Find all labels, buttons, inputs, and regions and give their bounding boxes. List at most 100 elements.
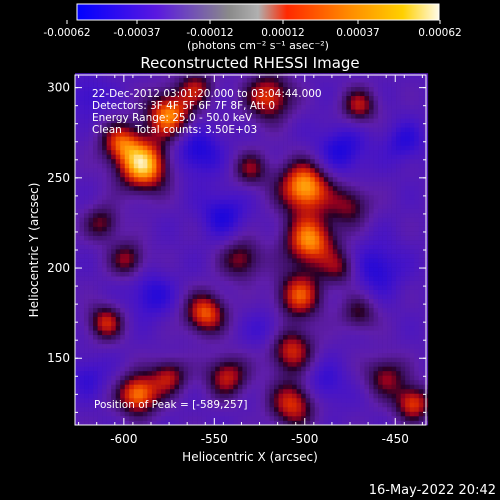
heatmap-cell (228, 122, 234, 128)
heatmap-cell (142, 393, 148, 399)
heatmap-cell (88, 415, 94, 421)
heatmap-cell (93, 348, 98, 354)
heatmap-cell (169, 109, 175, 115)
heatmap-cell (197, 375, 202, 381)
heatmap-cell (215, 226, 221, 232)
heatmap-cell (79, 109, 85, 115)
heatmap-cell (319, 289, 325, 295)
heatmap-cell (251, 86, 257, 92)
heatmap-cell (201, 271, 207, 277)
heatmap-cell (328, 176, 334, 182)
heatmap-cell (296, 158, 302, 164)
heatmap-cell (350, 411, 356, 417)
heatmap-cell (84, 194, 89, 200)
heatmap-cell (138, 231, 144, 236)
heatmap-cell (260, 280, 266, 286)
heatmap-cell (156, 348, 162, 354)
heatmap-cell (314, 222, 320, 227)
heatmap-cell (210, 104, 216, 110)
heatmap-cell (183, 113, 189, 119)
heatmap-cell (97, 253, 103, 259)
heatmap-cell (192, 393, 198, 399)
heatmap-cell (138, 194, 144, 200)
heatmap-cell (219, 366, 225, 372)
heatmap-cell (301, 100, 306, 106)
heatmap-cell (346, 118, 352, 124)
heatmap-cell (88, 294, 94, 300)
heatmap-cell (210, 289, 216, 295)
heatmap-cell (197, 222, 202, 227)
heatmap-cell (283, 334, 288, 340)
heatmap-cell (183, 149, 189, 155)
heatmap-cell (341, 73, 347, 79)
heatmap-cell (151, 154, 157, 160)
heatmap-cell (278, 91, 284, 97)
heatmap-cell (142, 262, 148, 268)
heatmap-cell (296, 393, 302, 399)
heatmap-cell (124, 127, 130, 133)
heatmap-cell (274, 149, 279, 155)
heatmap-cell (350, 82, 356, 88)
heatmap-cell (102, 231, 107, 236)
heatmap-cell (346, 253, 352, 259)
heatmap-cell (219, 285, 225, 290)
heatmap-cell (201, 118, 207, 124)
heatmap-cell (179, 235, 184, 241)
heatmap-cell (260, 113, 266, 119)
heatmap-cell (179, 217, 184, 223)
heatmap-cell (305, 406, 311, 412)
heatmap-cell (138, 190, 144, 196)
heatmap-cell (323, 131, 329, 137)
heatmap-cell (310, 244, 316, 250)
heatmap-cell (120, 370, 126, 376)
heatmap-cell (179, 321, 184, 327)
heatmap-cell (296, 127, 302, 133)
heatmap-cell (314, 185, 320, 191)
heatmap-cell (278, 393, 284, 399)
heatmap-cell (129, 109, 135, 115)
heatmap-cell (192, 154, 198, 160)
heatmap-cell (169, 321, 175, 327)
heatmap-cell (111, 86, 117, 92)
heatmap-cell (228, 402, 234, 408)
heatmap-cell (210, 411, 216, 417)
heatmap-cell (359, 379, 365, 385)
heatmap-cell (341, 312, 347, 318)
heatmap-cell (147, 307, 153, 313)
heatmap-cell (133, 406, 139, 412)
heatmap-cell (97, 298, 103, 304)
heatmap-cell (264, 73, 270, 79)
heatmap-cell (269, 172, 275, 178)
heatmap-cell (269, 91, 275, 97)
heatmap-cell (328, 235, 334, 241)
heatmap-cell (332, 244, 338, 250)
heatmap-cell (197, 131, 202, 137)
heatmap-cell (219, 267, 225, 272)
heatmap-cell (102, 352, 107, 358)
heatmap-cell (319, 411, 325, 417)
heatmap-cell (246, 181, 252, 187)
heatmap-cell (301, 118, 306, 124)
heatmap-cell (274, 136, 279, 142)
heatmap-cell (301, 185, 306, 191)
heatmap-cell (165, 240, 171, 245)
heatmap-cell (206, 294, 211, 300)
heatmap-cell (124, 285, 130, 290)
heatmap-cell (323, 163, 329, 169)
heatmap-cell (133, 361, 139, 367)
heatmap-cell (246, 194, 252, 200)
heatmap-cell (124, 253, 130, 259)
heatmap-cell (147, 109, 153, 115)
heatmap-cell (246, 118, 252, 124)
heatmap-cell (269, 249, 275, 254)
heatmap-cell (278, 303, 284, 309)
heatmap-cell (79, 415, 85, 421)
heatmap-cell (138, 249, 144, 254)
heatmap-cell (350, 258, 356, 263)
heatmap-cell (111, 280, 117, 286)
heatmap-cell (188, 199, 193, 205)
heatmap-cell (296, 185, 302, 191)
heatmap-cell (147, 298, 153, 304)
heatmap-cell (88, 393, 94, 399)
heatmap-cell (350, 402, 356, 408)
